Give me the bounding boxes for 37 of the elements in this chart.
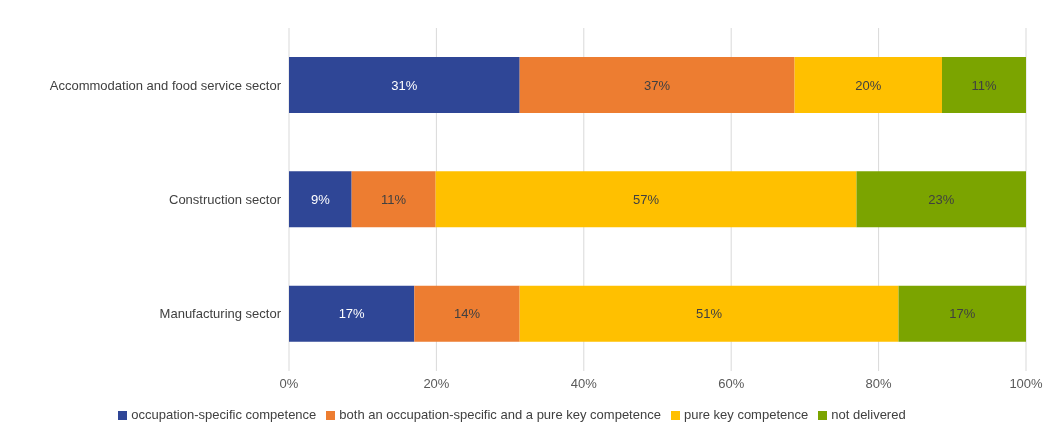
bar <box>856 171 1026 228</box>
y-tick-label: Construction sector <box>169 192 282 208</box>
y-tick-label: Accommodation and food service sector <box>49 77 282 93</box>
x-tick-label: 80% <box>865 376 893 392</box>
data-label: 31% <box>391 77 418 93</box>
data-label: 14% <box>453 306 481 322</box>
x-tick-label: 40% <box>570 376 598 392</box>
bar <box>289 171 352 228</box>
data-label: 51% <box>696 306 723 322</box>
legend-label: not delivered <box>831 407 906 422</box>
legend-label: pure key competence <box>683 407 809 422</box>
bar <box>435 171 857 228</box>
data-label: 20% <box>855 77 882 93</box>
x-tick-label: 0% <box>279 376 299 392</box>
data-label: 11% <box>971 77 997 93</box>
data-label: 9% <box>310 191 331 207</box>
x-tick-label: 60% <box>718 376 745 392</box>
x-tick-label: 20% <box>423 376 450 392</box>
data-label: 57% <box>633 191 660 207</box>
bar <box>519 285 899 342</box>
bar <box>351 171 436 228</box>
legend-label: both an occupation-specific and a pure key competence <box>339 407 661 422</box>
data-label: 17% <box>949 306 976 322</box>
bar <box>289 57 520 113</box>
data-label: 11% <box>381 191 407 207</box>
bar <box>289 285 415 342</box>
bar <box>941 57 1026 113</box>
y-tick-label: Manufacturing sector <box>159 306 282 322</box>
x-tick-label: 100% <box>1009 376 1044 392</box>
data-label: 37% <box>644 77 671 93</box>
bar <box>519 57 795 113</box>
data-label: 23% <box>928 191 955 207</box>
bar <box>898 285 1026 342</box>
legend-label: occupation-specific competence <box>131 407 317 422</box>
data-label: 17% <box>338 306 366 322</box>
bar <box>794 57 942 113</box>
bar <box>414 285 520 342</box>
